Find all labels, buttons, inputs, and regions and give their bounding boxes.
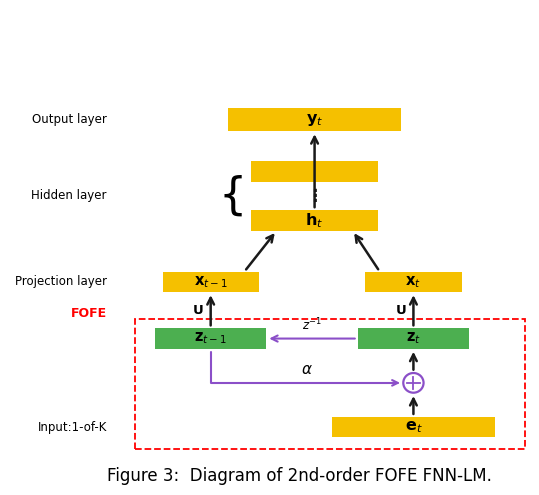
Text: Output layer: Output layer — [32, 113, 107, 126]
Bar — [365, 272, 461, 292]
Text: {: { — [219, 174, 247, 217]
Circle shape — [403, 373, 424, 393]
Bar — [155, 328, 266, 349]
Text: ⋮: ⋮ — [306, 187, 323, 205]
Text: $\mathbf{x}_{t-1}$: $\mathbf{x}_{t-1}$ — [194, 274, 227, 290]
Text: $\mathbf{U}$: $\mathbf{U}$ — [192, 304, 204, 317]
Text: $z^{-1}$: $z^{-1}$ — [302, 316, 322, 333]
Text: $\alpha$: $\alpha$ — [301, 361, 313, 377]
Text: $\mathbf{e}_t$: $\mathbf{e}_t$ — [405, 419, 422, 435]
Text: Figure 3:  Diagram of 2nd-order FOFE FNN-LM.: Figure 3: Diagram of 2nd-order FOFE FNN-… — [107, 467, 492, 486]
Bar — [333, 417, 494, 438]
Text: Hidden layer: Hidden layer — [31, 189, 107, 202]
Text: Input:1-of-K: Input:1-of-K — [37, 421, 107, 434]
Text: $\mathbf{y}_t$: $\mathbf{y}_t$ — [306, 111, 323, 128]
Bar — [358, 328, 469, 349]
Text: $\mathbf{h}_t$: $\mathbf{h}_t$ — [306, 211, 324, 230]
Bar — [135, 319, 525, 449]
Text: FOFE: FOFE — [71, 307, 107, 320]
Bar — [251, 161, 378, 182]
Text: $\mathbf{x}_t$: $\mathbf{x}_t$ — [405, 274, 421, 290]
Text: Projection layer: Projection layer — [15, 275, 107, 289]
Text: $\mathbf{z}_{t-1}$: $\mathbf{z}_{t-1}$ — [194, 331, 227, 346]
Text: $\mathbf{U}$: $\mathbf{U}$ — [395, 304, 406, 317]
Text: $\mathbf{z}_t$: $\mathbf{z}_t$ — [406, 331, 421, 346]
Bar — [229, 108, 401, 131]
Bar — [251, 210, 378, 231]
Bar — [163, 272, 259, 292]
